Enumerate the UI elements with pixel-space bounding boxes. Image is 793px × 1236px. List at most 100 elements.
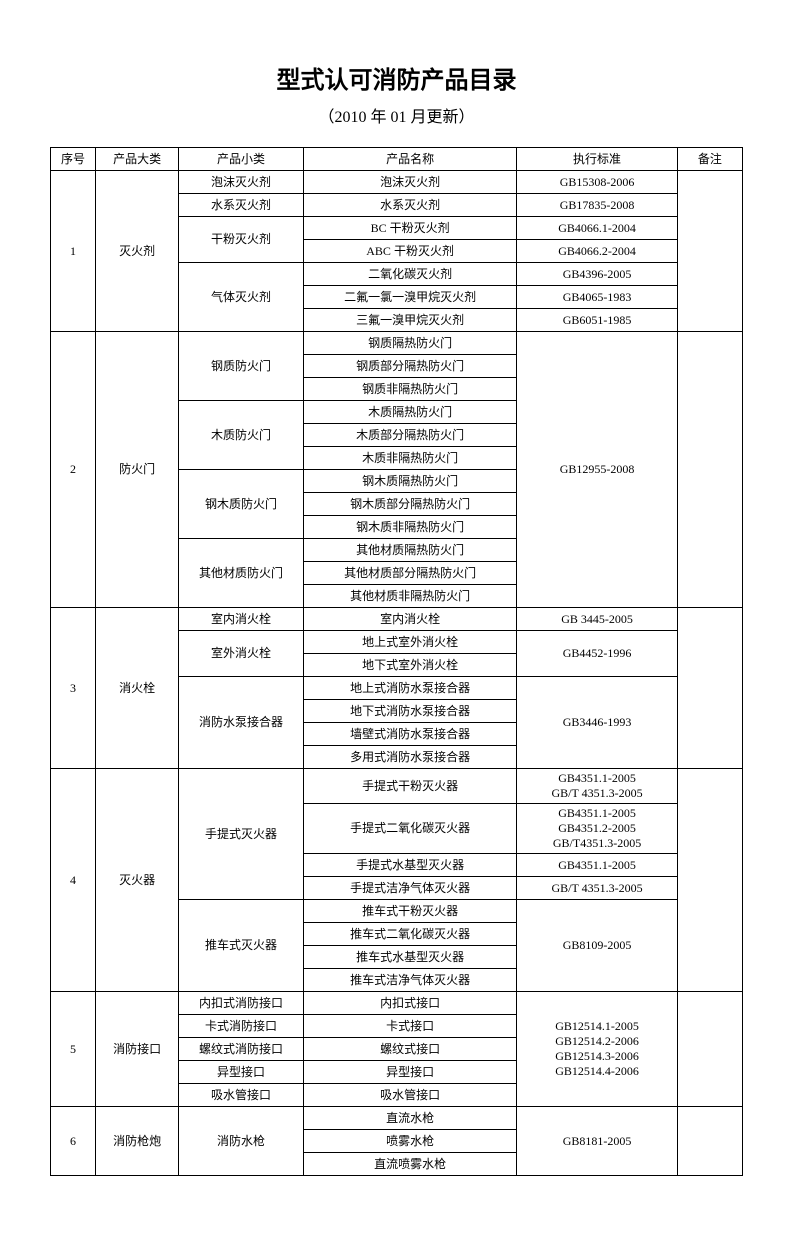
cell-standard: GB4066.2-2004 — [517, 240, 677, 263]
table-row: 1灭火剂泡沫灭火剂泡沫灭火剂GB15308-2006 — [51, 171, 743, 194]
cell-product-name: 钢木质非隔热防火门 — [303, 516, 517, 539]
cell-smallcat: 推车式灭火器 — [179, 900, 304, 992]
cell-bigcat: 消防接口 — [96, 992, 179, 1107]
cell-product-name: 二氟一氯一溴甲烷灭火剂 — [303, 286, 517, 309]
cell-smallcat: 卡式消防接口 — [179, 1015, 304, 1038]
cell-standard: GB3446-1993 — [517, 677, 677, 769]
cell-product-name: 木质部分隔热防火门 — [303, 424, 517, 447]
cell-product-name: 手提式二氧化碳灭火器 — [303, 804, 517, 854]
cell-product-name: 异型接口 — [303, 1061, 517, 1084]
cell-standard: GB4396-2005 — [517, 263, 677, 286]
cell-smallcat: 内扣式消防接口 — [179, 992, 304, 1015]
page-title: 型式认可消防产品目录 — [50, 60, 743, 95]
cell-product-name: 水系灭火剂 — [303, 194, 517, 217]
cell-product-name: 推车式水基型灭火器 — [303, 946, 517, 969]
cell-product-name: 其他材质非隔热防火门 — [303, 585, 517, 608]
cell-product-name: 泡沫灭火剂 — [303, 171, 517, 194]
cell-standard: GB12955-2008 — [517, 332, 677, 608]
cell-product-name: 内扣式接口 — [303, 992, 517, 1015]
product-table: 序号 产品大类 产品小类 产品名称 执行标准 备注 1灭火剂泡沫灭火剂泡沫灭火剂… — [50, 147, 743, 1176]
cell-seq: 1 — [51, 171, 96, 332]
cell-seq: 4 — [51, 769, 96, 992]
cell-note — [677, 332, 742, 608]
cell-bigcat: 灭火器 — [96, 769, 179, 992]
cell-product-name: 三氟一溴甲烷灭火剂 — [303, 309, 517, 332]
cell-seq: 3 — [51, 608, 96, 769]
cell-product-name: BC 干粉灭火剂 — [303, 217, 517, 240]
cell-product-name: 墙壁式消防水泵接合器 — [303, 723, 517, 746]
col-big: 产品大类 — [96, 148, 179, 171]
cell-standard: GB4066.1-2004 — [517, 217, 677, 240]
cell-smallcat: 消防水泵接合器 — [179, 677, 304, 769]
cell-product-name: 钢木质部分隔热防火门 — [303, 493, 517, 516]
cell-product-name: 地上式消防水泵接合器 — [303, 677, 517, 700]
cell-product-name: 推车式二氧化碳灭火器 — [303, 923, 517, 946]
cell-product-name: ABC 干粉灭火剂 — [303, 240, 517, 263]
cell-product-name: 手提式洁净气体灭火器 — [303, 877, 517, 900]
cell-product-name: 直流喷雾水枪 — [303, 1153, 517, 1176]
table-row: 6消防枪炮消防水枪直流水枪GB8181-2005 — [51, 1107, 743, 1130]
cell-smallcat: 干粉灭火剂 — [179, 217, 304, 263]
cell-standard: GB4452-1996 — [517, 631, 677, 677]
cell-standard: GB8181-2005 — [517, 1107, 677, 1176]
cell-product-name: 卡式接口 — [303, 1015, 517, 1038]
cell-seq: 6 — [51, 1107, 96, 1176]
cell-smallcat: 室内消火栓 — [179, 608, 304, 631]
cell-standard: GB6051-1985 — [517, 309, 677, 332]
cell-note — [677, 1107, 742, 1176]
cell-smallcat: 手提式灭火器 — [179, 769, 304, 900]
col-std: 执行标准 — [517, 148, 677, 171]
cell-bigcat: 防火门 — [96, 332, 179, 608]
cell-product-name: 室内消火栓 — [303, 608, 517, 631]
cell-standard: GB15308-2006 — [517, 171, 677, 194]
cell-product-name: 木质非隔热防火门 — [303, 447, 517, 470]
cell-note — [677, 992, 742, 1107]
cell-smallcat: 木质防火门 — [179, 401, 304, 470]
cell-product-name: 地下式室外消火栓 — [303, 654, 517, 677]
cell-smallcat: 泡沫灭火剂 — [179, 171, 304, 194]
cell-product-name: 推车式干粉灭火器 — [303, 900, 517, 923]
cell-standard: GB4351.1-2005GB/T 4351.3-2005 — [517, 769, 677, 804]
cell-smallcat: 螺纹式消防接口 — [179, 1038, 304, 1061]
cell-standard: GB 3445-2005 — [517, 608, 677, 631]
cell-product-name: 手提式水基型灭火器 — [303, 854, 517, 877]
cell-seq: 2 — [51, 332, 96, 608]
cell-product-name: 钢木质隔热防火门 — [303, 470, 517, 493]
cell-smallcat: 钢木质防火门 — [179, 470, 304, 539]
cell-product-name: 钢质隔热防火门 — [303, 332, 517, 355]
table-header-row: 序号 产品大类 产品小类 产品名称 执行标准 备注 — [51, 148, 743, 171]
cell-standard: GB4065-1983 — [517, 286, 677, 309]
cell-bigcat: 消防枪炮 — [96, 1107, 179, 1176]
cell-note — [677, 769, 742, 992]
table-row: 3消火栓室内消火栓室内消火栓GB 3445-2005 — [51, 608, 743, 631]
cell-smallcat: 吸水管接口 — [179, 1084, 304, 1107]
cell-bigcat: 灭火剂 — [96, 171, 179, 332]
cell-standard: GB12514.1-2005GB12514.2-2006GB12514.3-20… — [517, 992, 677, 1107]
col-small: 产品小类 — [179, 148, 304, 171]
cell-product-name: 吸水管接口 — [303, 1084, 517, 1107]
cell-standard: GB4351.1-2005 — [517, 854, 677, 877]
cell-smallcat: 异型接口 — [179, 1061, 304, 1084]
table-row: 5消防接口内扣式消防接口内扣式接口GB12514.1-2005GB12514.2… — [51, 992, 743, 1015]
page-subtitle: （2010 年 01 月更新） — [50, 103, 743, 127]
col-note: 备注 — [677, 148, 742, 171]
cell-smallcat: 室外消火栓 — [179, 631, 304, 677]
cell-product-name: 喷雾水枪 — [303, 1130, 517, 1153]
cell-product-name: 手提式干粉灭火器 — [303, 769, 517, 804]
cell-product-name: 地上式室外消火栓 — [303, 631, 517, 654]
cell-product-name: 其他材质隔热防火门 — [303, 539, 517, 562]
cell-product-name: 钢质部分隔热防火门 — [303, 355, 517, 378]
cell-smallcat: 钢质防火门 — [179, 332, 304, 401]
cell-product-name: 螺纹式接口 — [303, 1038, 517, 1061]
cell-smallcat: 其他材质防火门 — [179, 539, 304, 608]
cell-bigcat: 消火栓 — [96, 608, 179, 769]
col-name: 产品名称 — [303, 148, 517, 171]
cell-smallcat: 气体灭火剂 — [179, 263, 304, 332]
cell-product-name: 其他材质部分隔热防火门 — [303, 562, 517, 585]
table-row: 2防火门钢质防火门钢质隔热防火门GB12955-2008 — [51, 332, 743, 355]
cell-product-name: 推车式洁净气体灭火器 — [303, 969, 517, 992]
table-row: 4灭火器手提式灭火器手提式干粉灭火器GB4351.1-2005GB/T 4351… — [51, 769, 743, 804]
cell-product-name: 钢质非隔热防火门 — [303, 378, 517, 401]
cell-product-name: 地下式消防水泵接合器 — [303, 700, 517, 723]
cell-seq: 5 — [51, 992, 96, 1107]
